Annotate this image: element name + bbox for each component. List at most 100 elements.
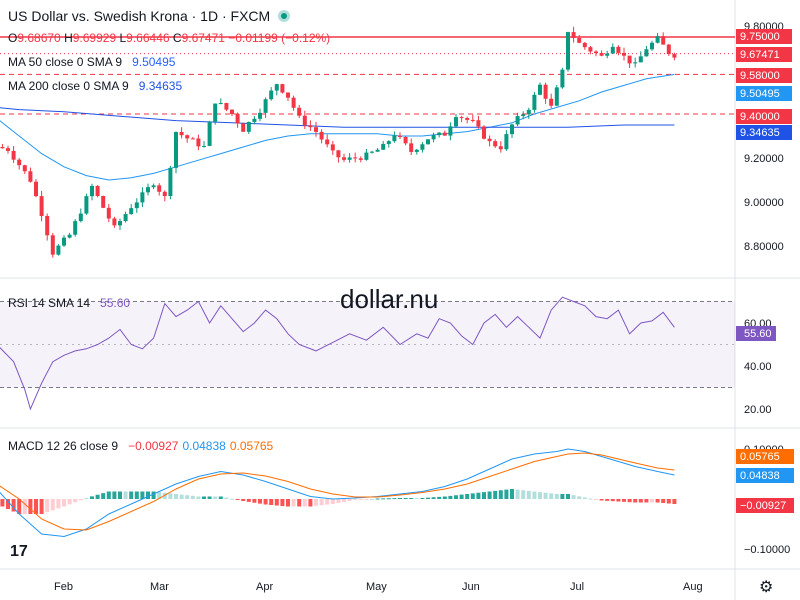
price-axis-tick: 8.80000 [744,241,784,253]
candle-body [426,139,430,145]
macd-hist-bar [11,499,16,512]
macd-badge [736,449,794,464]
price-badge [736,47,792,62]
candle-body [622,52,626,56]
macd-hist-bar [235,499,240,500]
tradingview-logo[interactable]: 17 [10,543,28,560]
candle-body [448,126,453,136]
macd-hist-bar [274,499,279,506]
macd-hist-bar [134,491,139,499]
candle-body [515,116,520,125]
macd-hist-bar [554,494,559,499]
macd-legend[interactable]: MACD 12 26 close 9 −0.00927 0.04838 0.05765 [8,439,273,453]
macd-hist-bar [459,494,464,499]
candle-body [179,131,184,136]
candle-body [409,143,414,152]
macd-hist-bar [78,499,83,501]
macd-hist-bar [437,496,442,499]
low-label: L [119,31,127,45]
candle-body [672,54,677,58]
close-label: C [172,31,182,45]
macd-hist-bar [375,498,380,500]
macd-hist-bar [442,496,447,499]
price-badge-text: 9.50495 [740,88,780,100]
macd-hist-bar [588,498,593,500]
macd-hist-bar [151,491,156,499]
symbol-title[interactable]: US Dollar vs. Swedish Krona · 1D · FXCM [8,7,291,25]
macd-hist-bar [179,494,184,499]
candle-body [599,53,604,56]
macd-hist-bar [308,499,313,507]
rsi-legend[interactable]: RSI 14 SMA 14 55.60 [8,296,130,310]
macd-hist-bar [532,491,537,499]
candle-body [666,44,671,55]
macd-hist-bar [381,498,386,500]
macd-hist-bar [538,492,542,499]
macd-hist-bar [73,499,78,503]
macd-hist-bar [543,492,548,499]
macd-hist-bar [549,493,554,499]
macd-hist-bar [493,490,498,499]
candle-body [140,192,145,203]
macd-hist-bar [560,494,565,499]
macd-hist-bar [465,494,470,499]
ma50-legend[interactable]: MA 50 close 0 SMA 9 9.50495 [8,55,175,69]
macd-hist-bar [638,499,643,503]
candle-body [554,87,559,106]
symbol-title-text: US Dollar vs. Swedish Krona · 1D · FXCM [8,8,271,24]
macd-hist-bar [56,499,61,509]
candle-body [487,138,492,142]
macd-hist-bar [644,499,649,503]
candle-body [650,42,654,50]
macd-line [0,448,675,538]
rsi-badge [736,326,776,341]
macd-hist-bar [207,496,212,499]
macd-hist-bar [140,491,145,499]
low-value: 9.66446 [126,31,170,45]
candle-body [185,135,190,139]
macd-hist-bar [426,497,430,499]
macd-line-value: 0.04838 [182,439,226,453]
macd-hist-bar [62,499,66,507]
macd-hist-bar [213,496,218,499]
candle-body [302,115,307,126]
candle-body [358,158,363,160]
macd-hist-bar [510,489,514,499]
macd-hist-bar [34,499,38,514]
time-axis-label: Feb [54,581,73,593]
candle-body [56,245,61,255]
gear-icon[interactable]: ⚙ [759,579,774,596]
macd-hist-bar [258,499,262,504]
candle-body [196,138,201,147]
candle-body [22,165,27,172]
candle-body [571,32,576,39]
macd-hist-bar [498,490,503,499]
candle-body [661,36,666,45]
candle-body [437,132,442,136]
macd-hist-bar [157,492,162,499]
macd-hist-bar [515,489,520,499]
macd-hist-bar [106,491,111,499]
macd-hist-bar [487,491,492,499]
candle-body [498,146,503,150]
macd-hist-bar [269,499,274,505]
candle-body [420,144,425,150]
time-axis-label: Mar [150,581,169,593]
macd-hist-bar [17,499,22,514]
candle-body [280,84,285,93]
macd-badge-text: 0.04838 [740,470,780,482]
price-badge-text: 9.34635 [740,127,780,139]
candle-body [403,136,408,144]
candle-body [67,234,72,238]
macd-hist-bar [129,491,134,499]
macd-hist-bar [196,496,201,499]
macd-hist-bar [403,498,408,499]
time-axis-label: Aug [683,581,703,593]
candle-body [308,125,313,128]
watermark: dollar.nu [340,284,439,314]
price-axis-tick: 9.00000 [744,197,784,209]
macd-hist-bar [241,499,246,501]
ma200-legend[interactable]: MA 200 close 0 SMA 9 9.34635 [8,79,182,93]
macd-hist-bar [594,499,598,500]
